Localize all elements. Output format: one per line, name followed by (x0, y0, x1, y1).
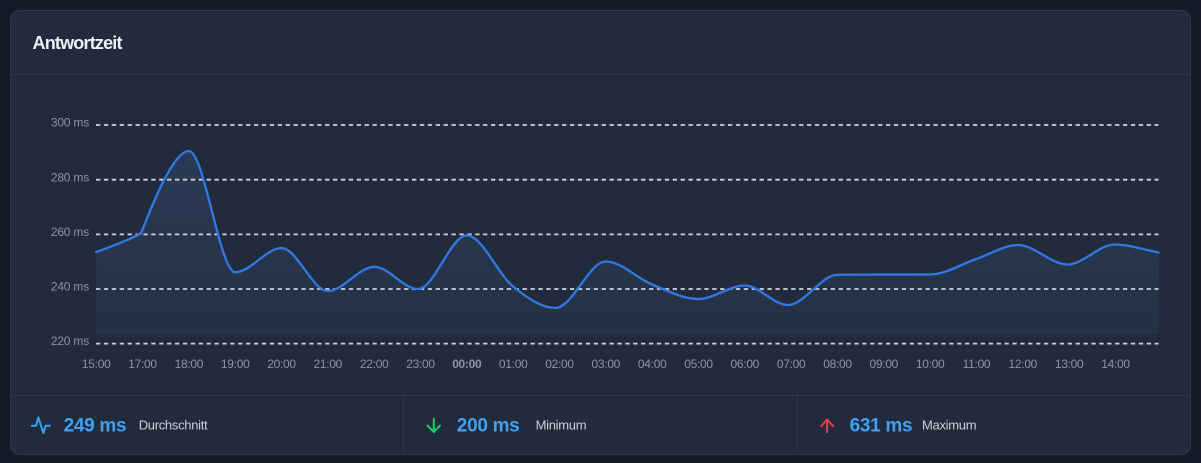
svg-text:Minimum: Minimum (536, 418, 587, 433)
svg-text:19:00: 19:00 (221, 357, 250, 371)
svg-text:Antwortzeit: Antwortzeit (33, 33, 123, 53)
svg-text:12:00: 12:00 (1009, 357, 1038, 371)
svg-text:22:00: 22:00 (360, 357, 389, 371)
svg-text:11:00: 11:00 (963, 357, 991, 371)
svg-text:09:00: 09:00 (870, 357, 899, 371)
svg-text:10:00: 10:00 (916, 357, 945, 371)
svg-text:260 ms: 260 ms (51, 225, 89, 239)
svg-text:240 ms: 240 ms (51, 280, 89, 294)
svg-text:23:00: 23:00 (406, 357, 435, 371)
svg-text:Durchschnitt: Durchschnitt (139, 418, 208, 433)
svg-text:220 ms: 220 ms (51, 334, 89, 348)
svg-text:20:00: 20:00 (267, 357, 296, 371)
svg-text:00:00: 00:00 (452, 357, 482, 371)
svg-text:18:00: 18:00 (175, 357, 204, 371)
svg-text:07:00: 07:00 (777, 357, 806, 371)
svg-text:280 ms: 280 ms (51, 170, 89, 184)
svg-text:02:00: 02:00 (545, 357, 574, 371)
svg-text:300 ms: 300 ms (51, 116, 89, 130)
svg-text:14:00: 14:00 (1101, 357, 1130, 371)
svg-text:13:00: 13:00 (1055, 357, 1084, 371)
svg-text:21:00: 21:00 (314, 357, 343, 371)
svg-text:05:00: 05:00 (684, 357, 713, 371)
svg-text:06:00: 06:00 (731, 357, 760, 371)
svg-text:631 ms: 631 ms (850, 415, 913, 436)
svg-text:Maximum: Maximum (922, 418, 976, 433)
svg-text:15:00: 15:00 (82, 357, 111, 371)
svg-text:17:00: 17:00 (128, 357, 157, 371)
svg-text:04:00: 04:00 (638, 357, 667, 371)
svg-text:08:00: 08:00 (823, 357, 852, 371)
svg-text:01:00: 01:00 (499, 357, 528, 371)
svg-text:200 ms: 200 ms (457, 415, 520, 436)
svg-text:249 ms: 249 ms (64, 415, 127, 436)
svg-text:03:00: 03:00 (592, 357, 621, 371)
